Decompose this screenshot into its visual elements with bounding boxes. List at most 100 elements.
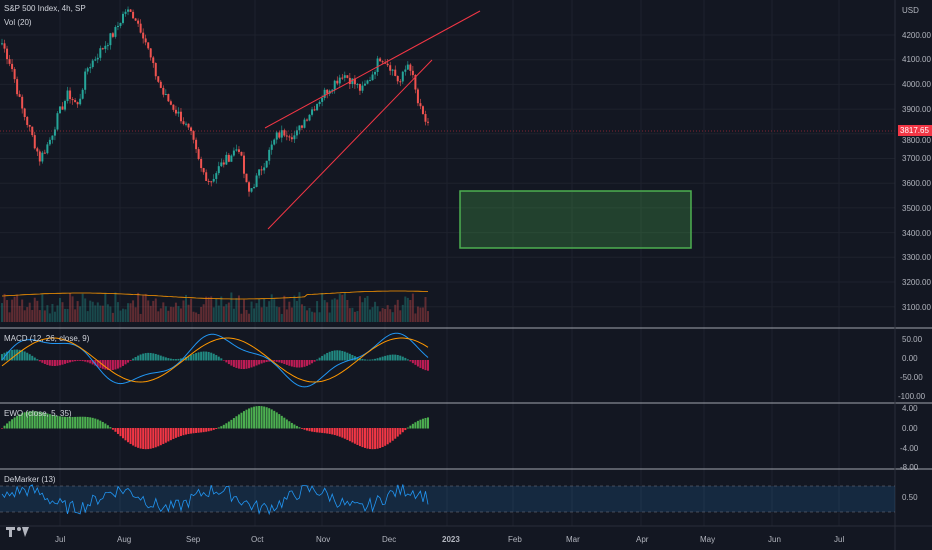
time-tick: Jun xyxy=(768,535,781,544)
macd-histogram-bar xyxy=(121,360,124,366)
ewo-bar xyxy=(167,428,170,442)
candle-body xyxy=(225,154,228,165)
macd-histogram-bar xyxy=(210,352,213,361)
ewo-bar xyxy=(220,426,223,429)
candle-body xyxy=(18,94,21,97)
price-tick: 4000.00 xyxy=(902,80,931,89)
volume-bar xyxy=(174,302,177,322)
macd-histogram-bar xyxy=(48,360,51,366)
macd-histogram-bar xyxy=(283,360,286,365)
volume-label[interactable]: Vol (20) xyxy=(4,18,32,27)
candle-body xyxy=(300,125,303,128)
candle-body xyxy=(127,9,130,12)
time-tick: Jul xyxy=(55,535,66,544)
ewo-bar xyxy=(391,428,394,441)
macd-histogram-bar xyxy=(21,350,24,361)
candle-body xyxy=(104,45,107,50)
volume-bar xyxy=(190,298,193,322)
ewo-bar xyxy=(341,428,344,438)
ewo-bar xyxy=(127,428,130,443)
candle-body xyxy=(207,180,210,182)
macd-histogram-bar xyxy=(169,358,172,361)
candle-body xyxy=(23,108,26,118)
macd-histogram-bar xyxy=(318,357,321,361)
macd-histogram-bar xyxy=(409,360,412,362)
tradingview-logo-icon[interactable] xyxy=(6,526,30,538)
macd-histogram-bar xyxy=(217,356,220,361)
candle-body xyxy=(210,181,213,183)
macd-histogram-bar xyxy=(119,360,122,368)
ewo-bar xyxy=(311,428,314,432)
macd-histogram-bar xyxy=(197,352,200,361)
candle-body xyxy=(386,63,389,66)
candle-body xyxy=(149,48,152,58)
candle-body xyxy=(242,155,245,174)
candle-body xyxy=(419,103,422,107)
ewo-bar xyxy=(71,416,74,429)
ewo-label[interactable]: EWO (close, 5, 35) xyxy=(4,409,72,418)
volume-bar xyxy=(268,301,271,322)
volume-bar xyxy=(331,299,334,322)
target-zone-box[interactable] xyxy=(459,190,692,249)
volume-bar xyxy=(404,296,407,322)
candle-body xyxy=(132,11,135,19)
macd-histogram-bar xyxy=(157,354,160,361)
ewo-bar xyxy=(333,428,336,436)
macd-tick: -100.00 xyxy=(898,392,926,401)
candle-body xyxy=(185,123,188,125)
candle-body xyxy=(260,169,263,171)
candle-body xyxy=(227,154,230,162)
candle-body xyxy=(283,130,286,136)
candle-body xyxy=(290,137,293,140)
macd-histogram-bar xyxy=(111,360,114,370)
macd-histogram-bar xyxy=(195,353,198,361)
candle-body xyxy=(13,69,16,80)
volume-bar xyxy=(298,292,301,322)
candle-body xyxy=(245,173,248,183)
candle-body xyxy=(43,152,46,154)
demarker-label[interactable]: DeMarker (13) xyxy=(4,475,56,484)
candle-body xyxy=(333,80,336,90)
candle-body xyxy=(316,104,319,111)
ewo-bar xyxy=(290,422,293,429)
candle-body xyxy=(235,149,238,151)
ewo-bar xyxy=(358,428,361,447)
volume-bar xyxy=(86,311,89,322)
macd-histogram-bar xyxy=(427,360,429,371)
volume-bar xyxy=(142,295,145,322)
ewo-bar xyxy=(16,415,19,429)
candle-body xyxy=(197,149,200,159)
candle-body xyxy=(351,78,354,84)
volume-bar xyxy=(235,298,238,322)
chart-title[interactable]: S&P 500 Index, 4h, SP xyxy=(4,4,86,13)
ewo-bar xyxy=(74,416,77,429)
macd-histogram-bar xyxy=(348,353,351,361)
demarker-pane xyxy=(0,484,895,516)
macd-label[interactable]: MACD (12, 26, close, 9) xyxy=(4,334,90,343)
volume-bar xyxy=(152,300,155,322)
volume-bar xyxy=(109,306,112,322)
candle-body xyxy=(114,27,117,37)
ewo-bar xyxy=(260,406,263,429)
candle-body xyxy=(53,129,56,136)
macd-pane xyxy=(1,332,429,388)
ewo-tick: -4.00 xyxy=(900,444,919,453)
volume-bar xyxy=(104,293,107,322)
ewo-bar xyxy=(106,425,109,429)
macd-histogram-bar xyxy=(268,360,271,362)
ewo-bar xyxy=(280,415,283,429)
candle-body xyxy=(69,90,72,100)
ewo-bar xyxy=(101,421,104,429)
wedge-upper-line xyxy=(264,10,481,129)
macd-histogram-bar xyxy=(248,360,251,369)
ewo-bar xyxy=(336,428,339,436)
candle-body xyxy=(177,111,180,114)
volume-bar xyxy=(326,302,329,322)
macd-line xyxy=(1,332,429,388)
ewo-bar xyxy=(79,416,82,429)
ewo-bar xyxy=(84,416,87,429)
volume-bar xyxy=(250,301,253,322)
candle-body xyxy=(152,57,155,64)
candle-body xyxy=(263,167,266,171)
